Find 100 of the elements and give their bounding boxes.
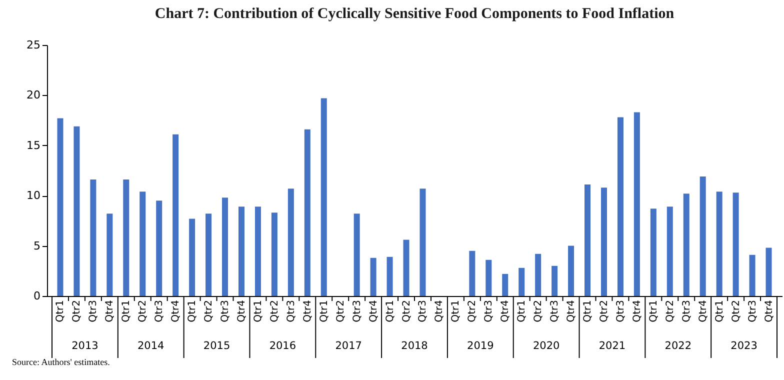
source-note: Source: Authors' estimates. [12, 357, 110, 367]
x-tick-label: Qtr1 [450, 300, 462, 322]
x-tick-label: Qtr3 [88, 300, 100, 322]
x-tick-label: Qtr2 [467, 300, 478, 322]
y-tick-label: 10 [26, 189, 40, 202]
y-tick-label: 15 [26, 138, 40, 152]
x-tick-label: Qtr4 [500, 300, 512, 322]
bar [304, 129, 310, 296]
bar [354, 214, 360, 296]
x-tick-label: Qtr2 [72, 300, 83, 322]
x-tick-label: Qtr3 [550, 300, 561, 322]
bar [90, 180, 96, 296]
x-tick-label: Qtr3 [681, 300, 692, 322]
text: 2023 [730, 340, 758, 352]
x-tick-label: Qtr2 [664, 300, 676, 322]
x-tick-label: Qtr3 [154, 300, 166, 322]
text: 2013 [72, 340, 98, 352]
bar [568, 246, 574, 296]
bar [57, 118, 64, 296]
bar [386, 256, 393, 296]
x-tick-label: Qtr3 [220, 300, 232, 322]
bar [206, 214, 212, 296]
x-tick-label: Qtr2 [335, 300, 346, 322]
bar [766, 248, 772, 296]
bar [634, 112, 640, 296]
x-tick-label: Qtr3 [286, 300, 297, 322]
bar [238, 206, 244, 296]
x-tick-label: Qtr4 [104, 300, 116, 322]
bar [502, 274, 508, 296]
bar [732, 192, 739, 296]
bar [222, 198, 228, 296]
bar [716, 192, 722, 296]
bar [172, 134, 179, 296]
bar [683, 194, 690, 296]
bar [403, 240, 410, 296]
text: 2019 [467, 340, 494, 352]
x-tick-label: Qtr3 [747, 300, 758, 322]
x-tick-label: Qtr4 [170, 300, 182, 322]
y-tick-label: 0 [34, 290, 40, 302]
x-tick-label: Qtr3 [484, 300, 495, 322]
bar [370, 258, 376, 296]
x-tick-label: Qtr1 [121, 300, 132, 322]
x-tick-label: Qtr4 [764, 300, 775, 322]
x-tick-label: Qtr4 [368, 300, 380, 322]
x-tick-label: Qtr1 [582, 300, 594, 322]
text: 2014 [137, 340, 165, 352]
x-tick-label: Qtr1 [318, 300, 330, 322]
bar [420, 188, 426, 296]
bar [666, 206, 673, 296]
x-tick-label: Qtr2 [204, 300, 215, 322]
x-tick-label: Qtr2 [138, 300, 149, 322]
x-tick-label: Qtr4 [236, 300, 248, 322]
x-tick-label: Qtr1 [384, 300, 396, 322]
text: 2018 [401, 340, 428, 352]
bar [749, 254, 756, 296]
x-tick-label: Qtr1 [516, 300, 528, 322]
bar [700, 176, 706, 296]
x-tick-label: Qtr2 [533, 300, 544, 322]
bar [518, 268, 525, 296]
bar [254, 206, 261, 296]
text: 2022 [664, 340, 692, 352]
x-tick-label: Qtr3 [615, 300, 626, 322]
x-tick-label: Qtr1 [187, 300, 198, 322]
x-tick-label: Qtr4 [698, 300, 709, 322]
x-tick-label: Qtr3 [352, 300, 363, 322]
text: 2015 [203, 340, 230, 352]
x-tick-label: Qtr2 [401, 300, 412, 322]
bar [552, 266, 558, 296]
bar [617, 117, 624, 296]
bar [486, 260, 492, 296]
x-tick-label: Qtr1 [714, 300, 726, 322]
y-tick-label: 25 [26, 38, 40, 52]
bar [650, 208, 656, 296]
x-tick-label: Qtr4 [434, 300, 446, 322]
x-tick-label: Qtr4 [632, 300, 643, 322]
x-tick-label: Qtr4 [302, 300, 314, 322]
text: 2017 [335, 340, 362, 352]
bar [600, 188, 607, 296]
bar [584, 184, 591, 296]
text: 2016 [269, 340, 296, 352]
bar [535, 254, 542, 296]
bar [469, 250, 476, 296]
y-tick-label: 5 [34, 239, 40, 252]
x-tick-label: Qtr1 [252, 300, 264, 322]
y-tick-label: 20 [26, 88, 40, 102]
bar [288, 188, 294, 296]
x-tick-label: Qtr2 [730, 300, 742, 322]
text: 2020 [532, 340, 560, 352]
bar [106, 214, 113, 296]
x-tick-label: Qtr2 [598, 300, 610, 322]
text: 2021 [598, 340, 626, 352]
bar [271, 212, 278, 296]
bar [156, 200, 162, 296]
x-tick-label: Qtr1 [55, 300, 66, 322]
chart-title: Chart 7: Contribution of Cyclically Sensitive Food Components to Food Inflation [154, 6, 675, 22]
bar [320, 98, 327, 296]
bar [74, 126, 80, 296]
x-tick-label: Qtr3 [418, 300, 429, 322]
x-tick-label: Qtr1 [648, 300, 660, 322]
bar [189, 218, 196, 296]
